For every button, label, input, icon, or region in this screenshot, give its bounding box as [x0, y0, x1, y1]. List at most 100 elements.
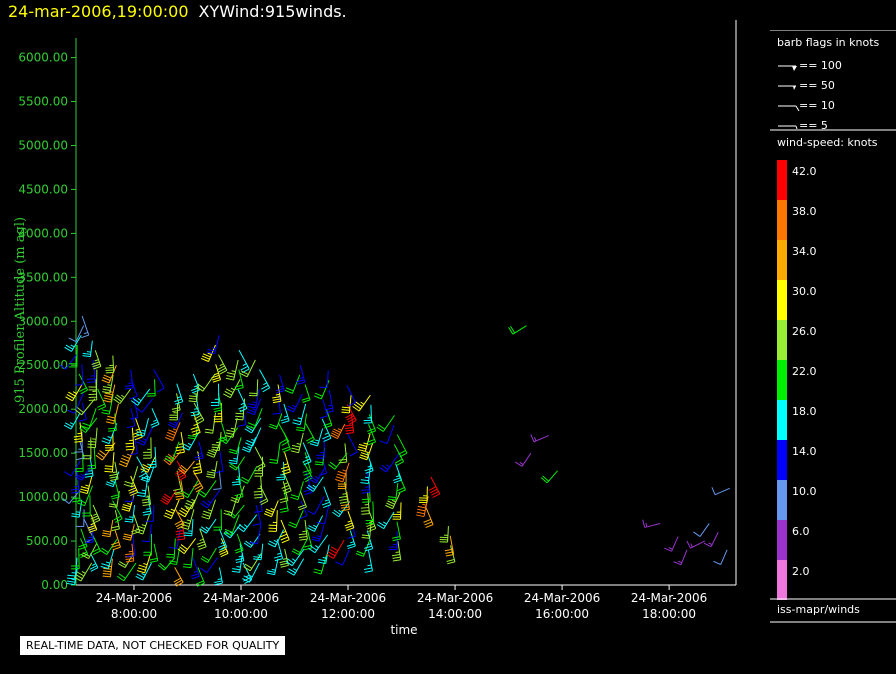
wind-barb	[164, 441, 180, 462]
wind-barb	[184, 489, 201, 510]
barb-legend-entry: == 10	[778, 99, 835, 112]
speed-color-swatch	[777, 280, 787, 320]
speed-level-label: 14.0	[792, 445, 817, 458]
wind-barb	[76, 485, 94, 507]
wind-barb	[157, 557, 176, 571]
y-axis-label: 915 Profiler Altitude (m agl)	[13, 217, 28, 403]
wind-barb	[306, 476, 324, 492]
wind-barb	[82, 437, 92, 460]
wind-barb	[266, 558, 279, 576]
wind-barb	[124, 485, 135, 503]
wind-barb	[237, 388, 248, 413]
wind-barb	[317, 544, 330, 565]
wind-barb	[355, 539, 371, 557]
wind-barb	[335, 549, 350, 566]
wind-barb	[686, 540, 706, 549]
speed-level-label: 22.0	[792, 365, 817, 378]
wind-barb	[82, 495, 91, 517]
wind-barb	[290, 481, 304, 501]
wind-barb	[319, 399, 329, 419]
wind-barb	[241, 437, 257, 453]
wind-barb	[147, 379, 156, 397]
wind-barb	[268, 413, 283, 430]
wind-barb	[90, 504, 101, 524]
wind-barb	[385, 492, 401, 510]
wind-barb	[123, 466, 139, 488]
y-tick-label: 4000.00	[18, 226, 68, 240]
wind-barb	[218, 538, 229, 558]
wind-barb	[387, 482, 399, 501]
title-datetime: 24-mar-2006,19:00:00	[8, 2, 189, 21]
wind-barb	[322, 486, 332, 509]
wind-barb	[363, 549, 373, 573]
wind-barb	[71, 499, 83, 518]
wind-barb	[116, 562, 137, 582]
wind-barb	[113, 388, 132, 405]
wind-barb	[268, 510, 278, 532]
wind-barb	[108, 490, 120, 508]
wind-barb	[439, 526, 449, 543]
wind-barb	[388, 531, 398, 551]
wind-barb	[180, 480, 199, 499]
wind-barb	[376, 511, 395, 530]
wind-barb	[253, 543, 264, 561]
wind-barb	[392, 521, 401, 542]
wind-barb	[79, 475, 93, 495]
wind-barb	[284, 374, 301, 394]
wind-profile-chart: 0.00 500.00 1000.00 1500.00 2000.00 2500.00 30…	[13, 20, 737, 637]
barb-legend-entry: == 100	[778, 59, 842, 72]
wind-barb	[311, 525, 325, 542]
wind-barb	[136, 456, 149, 481]
wind-barb	[305, 423, 315, 444]
speed-level-label: 38.0	[792, 205, 817, 218]
wind-barb	[347, 433, 358, 457]
wind-barb	[75, 509, 85, 528]
wind-barb	[117, 553, 134, 569]
wind-barb	[206, 460, 218, 479]
x-axis: 24-Mar-2006 8:00:00 24-Mar-2006 10:00:00 24-…	[76, 20, 737, 621]
wind-barb	[173, 567, 184, 587]
wind-barb	[664, 536, 679, 552]
barb-legend-label: == 5	[799, 119, 828, 132]
wind-barb	[234, 369, 244, 391]
speed-color-swatch	[777, 320, 787, 360]
wind-barb	[174, 383, 184, 405]
barb-legend-label: == 50	[799, 79, 835, 92]
wind-barb	[124, 504, 136, 523]
wind-barb	[167, 412, 183, 429]
wind-barb	[111, 529, 121, 551]
wind-barb	[177, 460, 195, 475]
wind-barb	[338, 482, 349, 504]
wind-barb	[73, 562, 93, 582]
wind-barb	[330, 423, 346, 440]
wind-barb	[81, 315, 90, 339]
speed-color-swatch	[777, 520, 787, 560]
wind-barb	[100, 548, 115, 570]
wind-barb	[71, 548, 80, 570]
quality-notice: REAL-TIME DATA, NOT CHECKED FOR QUALITY	[20, 636, 286, 655]
x-tick-time: 12:00:00	[321, 607, 375, 621]
x-tick-time: 18:00:00	[642, 607, 696, 621]
wind-barb	[91, 350, 102, 370]
wind-barb	[183, 548, 194, 569]
speed-color-swatch	[777, 200, 787, 240]
y-tick-label: 3000.00	[18, 314, 68, 328]
wind-barb	[263, 500, 279, 518]
wind-barb	[296, 413, 308, 432]
wind-barb	[307, 515, 324, 532]
wind-barb	[63, 412, 81, 430]
wind-barb	[352, 394, 371, 412]
wind-barb	[290, 432, 304, 454]
wind-barb	[126, 533, 136, 558]
wind-barb	[246, 408, 263, 429]
wind-barb	[338, 443, 348, 464]
wind-barb	[239, 359, 256, 378]
speed-level-label: 34.0	[792, 245, 817, 258]
wind-barb	[313, 554, 328, 575]
wind-barb	[104, 452, 115, 473]
speed-color-swatch	[777, 480, 787, 520]
wind-barb	[274, 539, 284, 562]
wind-barb	[319, 370, 329, 389]
speed-color-swatch	[777, 560, 787, 600]
barb-legend-entry: == 50	[778, 79, 835, 92]
